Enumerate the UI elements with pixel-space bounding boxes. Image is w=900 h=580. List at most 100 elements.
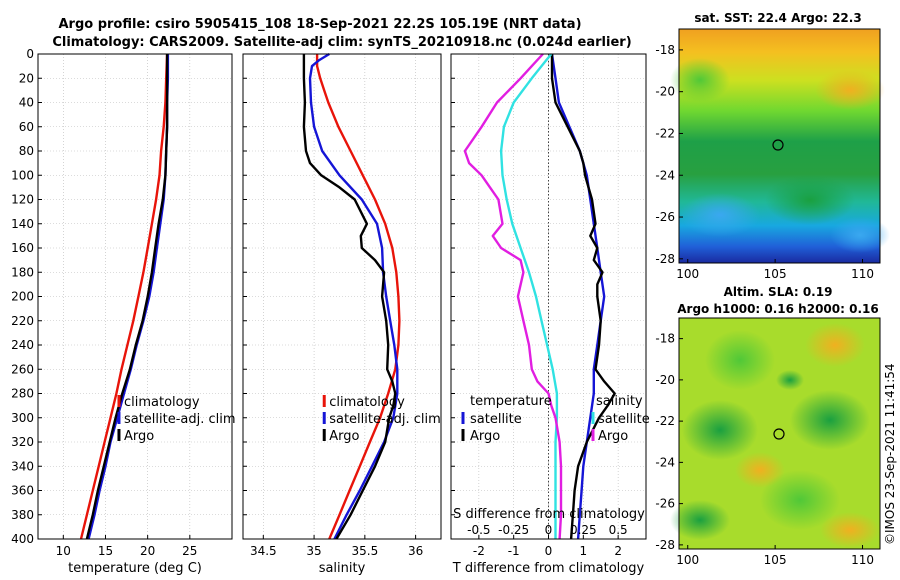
sla-patch	[760, 470, 840, 530]
map-x-tick-label: 105	[764, 267, 787, 281]
series-line-s-satellite	[499, 53, 559, 539]
top-tick-label: -0.25	[498, 523, 529, 537]
map-y-tick-label: -22	[655, 126, 675, 140]
sla-patch	[670, 500, 730, 540]
legend-label: climatology	[124, 395, 200, 410]
sla-patch	[790, 390, 870, 450]
legend-label: Argo	[329, 429, 359, 444]
x-tick-label: -2	[473, 544, 485, 558]
map-y-tick-label: -24	[655, 455, 675, 469]
sst-patch	[765, 175, 855, 225]
series-line-climatology	[315, 54, 401, 540]
series-line-argo	[85, 54, 169, 540]
x-tick-label: -1	[508, 544, 520, 558]
y-tick-label: 260	[11, 362, 34, 376]
map-y-tick-label: -18	[655, 332, 675, 346]
series-line-s-argo	[463, 53, 563, 540]
x-tick-label: 0	[545, 544, 553, 558]
x-tick-label: 25	[182, 544, 197, 558]
argo-location-marker	[772, 139, 784, 151]
y-tick-label: 360	[11, 484, 34, 498]
sst-patch	[670, 58, 730, 102]
map-y-tick-label: -26	[655, 210, 675, 224]
y-tick-label: 60	[19, 120, 34, 134]
top-tick-label: -0.5	[467, 523, 490, 537]
x-tick-label: 20	[140, 544, 155, 558]
y-tick-label: 380	[11, 508, 34, 522]
sla-map-title: Altim. SLA: 0.19	[724, 285, 833, 299]
sst-patch	[830, 217, 890, 253]
imos-timestamp: ©IMOS 23-Sep-2021 11:41:54	[883, 363, 897, 545]
y-tick-label: 80	[19, 144, 34, 158]
legend-title-temperature: temperature	[470, 394, 552, 409]
header-line-1: Argo profile: csiro 5905415_108 18-Sep-2…	[58, 17, 581, 32]
legend-title-salinity: salinity	[596, 394, 643, 409]
header-line-2: Climatology: CARS2009. Satellite-adj cli…	[52, 35, 631, 50]
x-tick-label: 2	[614, 544, 622, 558]
x-axis-label: salinity	[319, 561, 366, 576]
salinity-panel: 34.5 35 35.5 36 salinity climatology satellite…	[242, 52, 442, 576]
x-tick-label: 34.5	[250, 544, 277, 558]
top-tick-label: 0.25	[570, 523, 597, 537]
sla-map-subtitle: Argo h1000: 0.16 h2000: 0.16	[677, 302, 878, 316]
legend-label: Argo	[124, 429, 154, 444]
map-y-tick-label: -20	[655, 373, 675, 387]
legend-label: satellite-adj. clim	[329, 412, 441, 427]
y-tick-label: 140	[11, 217, 34, 231]
y-tick-label: 120	[11, 193, 34, 207]
map-x-tick-label: 100	[676, 267, 699, 281]
x-tick-label: 35.5	[351, 544, 378, 558]
legend-label: climatology	[329, 395, 405, 410]
map-y-tick-label: -24	[655, 168, 675, 182]
y-tick-label: 320	[11, 435, 34, 449]
map-y-tick-label: -26	[655, 497, 675, 511]
map-x-tick-label: 110	[851, 267, 874, 281]
map-y-tick-label: -18	[655, 43, 675, 57]
map-y-tick-label: -28	[655, 538, 675, 552]
map-x-tick-label: 105	[764, 553, 787, 567]
y-tick-label: 20	[19, 71, 34, 85]
x-tick-label: 1	[580, 544, 588, 558]
legend-label: Argo	[470, 429, 500, 444]
sla-patch	[682, 400, 758, 460]
sst-map: sat. SST: 22.4 Argo: 22.3 100 105 110 -18 -2…	[655, 11, 890, 281]
x-axis-label: T difference from climatology	[452, 561, 645, 576]
series-line-argo	[302, 54, 397, 540]
sla-patch	[705, 330, 775, 390]
x-axis-label: temperature (deg C)	[68, 561, 202, 576]
sst-patch	[680, 193, 760, 237]
legend-label: satellite	[470, 412, 522, 427]
series-line-climatology	[79, 53, 169, 540]
map-y-tick-label: -20	[655, 85, 675, 99]
sla-patch	[820, 512, 880, 548]
legend-label: satellite-adj. clim	[124, 412, 236, 427]
x-tick-label: 15	[98, 544, 113, 558]
y-tick-label: 340	[11, 459, 34, 473]
y-tick-label: 200	[11, 290, 34, 304]
sla-patch	[776, 370, 804, 390]
x-tick-label: 10	[56, 544, 71, 558]
difference-panel: -2 -1 0 1 2 T difference from climatology S di…	[450, 53, 650, 576]
sla-map: Altim. SLA: 0.19 Argo h1000: 0.16 h2000:…	[655, 285, 881, 567]
map-y-tick-label: -28	[655, 252, 675, 266]
y-tick-label: 220	[11, 314, 34, 328]
y-tick-label: 240	[11, 338, 34, 352]
argo-location-marker	[773, 428, 785, 440]
x-tick-label: 35	[306, 544, 321, 558]
y-tick-label: 160	[11, 241, 34, 255]
map-x-tick-label: 100	[676, 553, 699, 567]
top-tick-label: 0	[545, 523, 553, 537]
map-x-tick-label: 110	[851, 553, 874, 567]
y-tick-label: 40	[19, 96, 34, 110]
top-tick-label: 0.5	[609, 523, 628, 537]
map-y-tick-label: -22	[655, 414, 675, 428]
y-tick-label: 400	[11, 532, 34, 546]
top-axis-label: S difference from climatology	[453, 507, 645, 522]
y-tick-label: 0	[26, 47, 34, 61]
sst-map-title: sat. SST: 22.4 Argo: 22.3	[694, 11, 861, 25]
legend-label: Argo	[598, 429, 628, 444]
y-tick-label: 100	[11, 168, 34, 182]
sla-patch	[805, 323, 865, 367]
y-tick-label: 300	[11, 411, 34, 425]
